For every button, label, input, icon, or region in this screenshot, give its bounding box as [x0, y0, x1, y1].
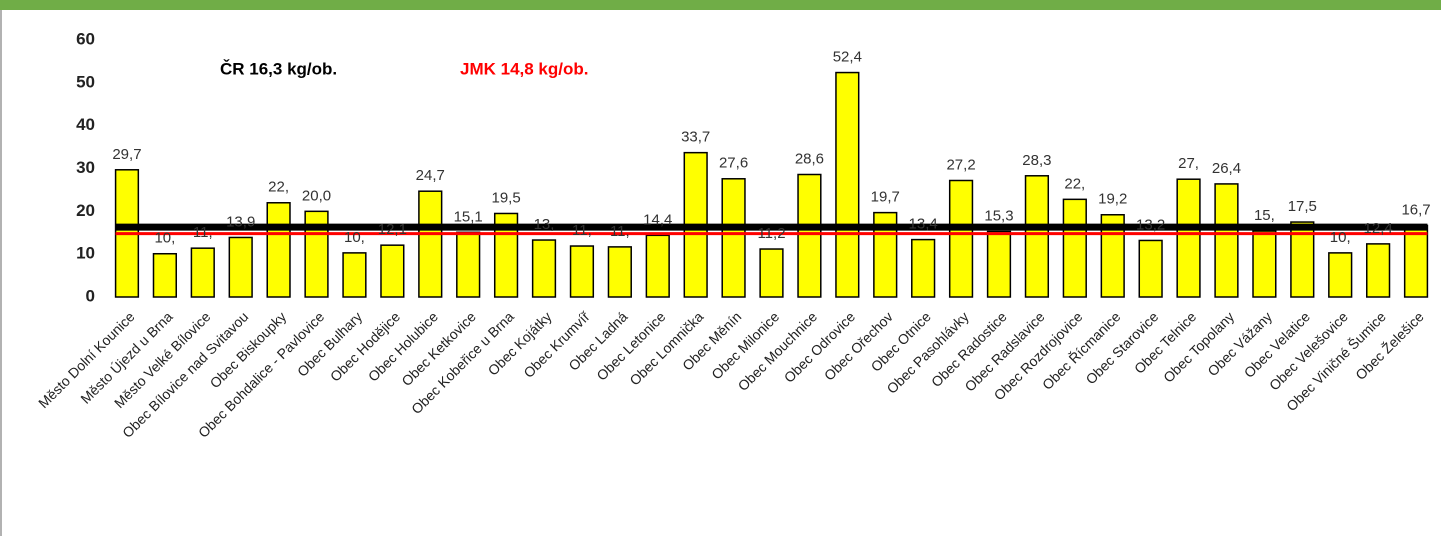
header-bar — [0, 0, 1441, 10]
value-label: 22, — [1064, 175, 1085, 192]
value-label: 29,7 — [112, 146, 141, 163]
value-label: 33,7 — [681, 129, 710, 146]
value-label: 13, — [534, 216, 555, 233]
bar — [607, 246, 632, 298]
bar — [531, 239, 557, 298]
annotation-bg — [212, 55, 392, 85]
bar — [1024, 175, 1050, 298]
value-label: 27,2 — [946, 156, 975, 173]
value-label: 27,6 — [719, 155, 748, 172]
value-label: 13,4 — [909, 216, 938, 233]
bar — [1062, 198, 1087, 298]
bar — [1328, 252, 1353, 298]
bar — [1100, 214, 1125, 298]
y-tick-label: 50 — [76, 72, 95, 91]
reference-label: JMK 14,8 kg/ob. — [460, 59, 588, 78]
bar — [986, 230, 1012, 298]
value-label: 17,5 — [1288, 198, 1317, 215]
value-label: 28,6 — [795, 150, 824, 167]
y-tick-label: 30 — [76, 158, 95, 177]
value-label: 15,3 — [984, 207, 1013, 224]
value-label: 11, — [572, 222, 592, 239]
value-label: 10, — [154, 230, 175, 247]
value-label: 27, — [1178, 155, 1199, 172]
value-label: 11, — [610, 223, 630, 240]
bar — [1366, 243, 1391, 298]
value-label: 26,4 — [1212, 160, 1241, 177]
value-label: 11,2 — [757, 225, 785, 242]
value-label: 12,1 — [378, 221, 407, 238]
bar — [1214, 183, 1239, 298]
bar — [721, 178, 746, 298]
bar — [569, 245, 595, 298]
bar — [418, 190, 443, 298]
value-label: 19,7 — [871, 189, 900, 206]
bar — [1252, 230, 1277, 298]
bar — [835, 71, 860, 298]
y-tick-label: 60 — [76, 29, 95, 48]
bar — [911, 238, 936, 298]
annotation-bg — [452, 55, 632, 85]
value-label: 28,3 — [1022, 152, 1051, 169]
bar — [948, 179, 974, 298]
value-label: 14,4 — [643, 211, 672, 228]
y-tick-label: 10 — [76, 244, 95, 263]
bar — [380, 244, 405, 298]
y-tick-label: 40 — [76, 115, 95, 134]
bar — [1138, 239, 1163, 298]
value-label: 13,2 — [1136, 216, 1165, 233]
value-label: 19,5 — [491, 189, 520, 206]
bar — [759, 248, 784, 298]
value-label: 19,2 — [1098, 191, 1127, 208]
value-label: 16,7 — [1401, 201, 1430, 218]
y-tick-label: 20 — [76, 201, 95, 220]
bar — [456, 231, 481, 298]
value-label: 15, — [1254, 207, 1275, 224]
value-label: 22, — [268, 179, 289, 196]
value-label: 20,0 — [302, 187, 331, 204]
value-label: 52,4 — [833, 49, 862, 66]
bar — [1176, 178, 1201, 298]
value-label: 10, — [1330, 229, 1351, 246]
value-label: 12,4 — [1364, 220, 1393, 237]
value-label: 13,9 — [226, 213, 255, 230]
reference-label: ČR 16,3 kg/ob. — [220, 59, 337, 78]
value-label: 24,7 — [416, 167, 445, 184]
value-label: 11, — [193, 224, 213, 241]
bar — [342, 252, 367, 298]
bar — [797, 173, 822, 298]
bar — [228, 236, 253, 298]
bar — [645, 234, 670, 298]
bar — [1403, 224, 1429, 298]
value-label: 15,1 — [454, 208, 483, 225]
bar — [190, 247, 215, 298]
y-tick-label: 0 — [86, 286, 95, 305]
bar — [152, 252, 177, 298]
bar — [266, 202, 291, 298]
value-label: 10, — [344, 229, 365, 246]
x-tick-label: Obec Želešice — [1352, 308, 1427, 383]
bar — [1290, 221, 1315, 298]
